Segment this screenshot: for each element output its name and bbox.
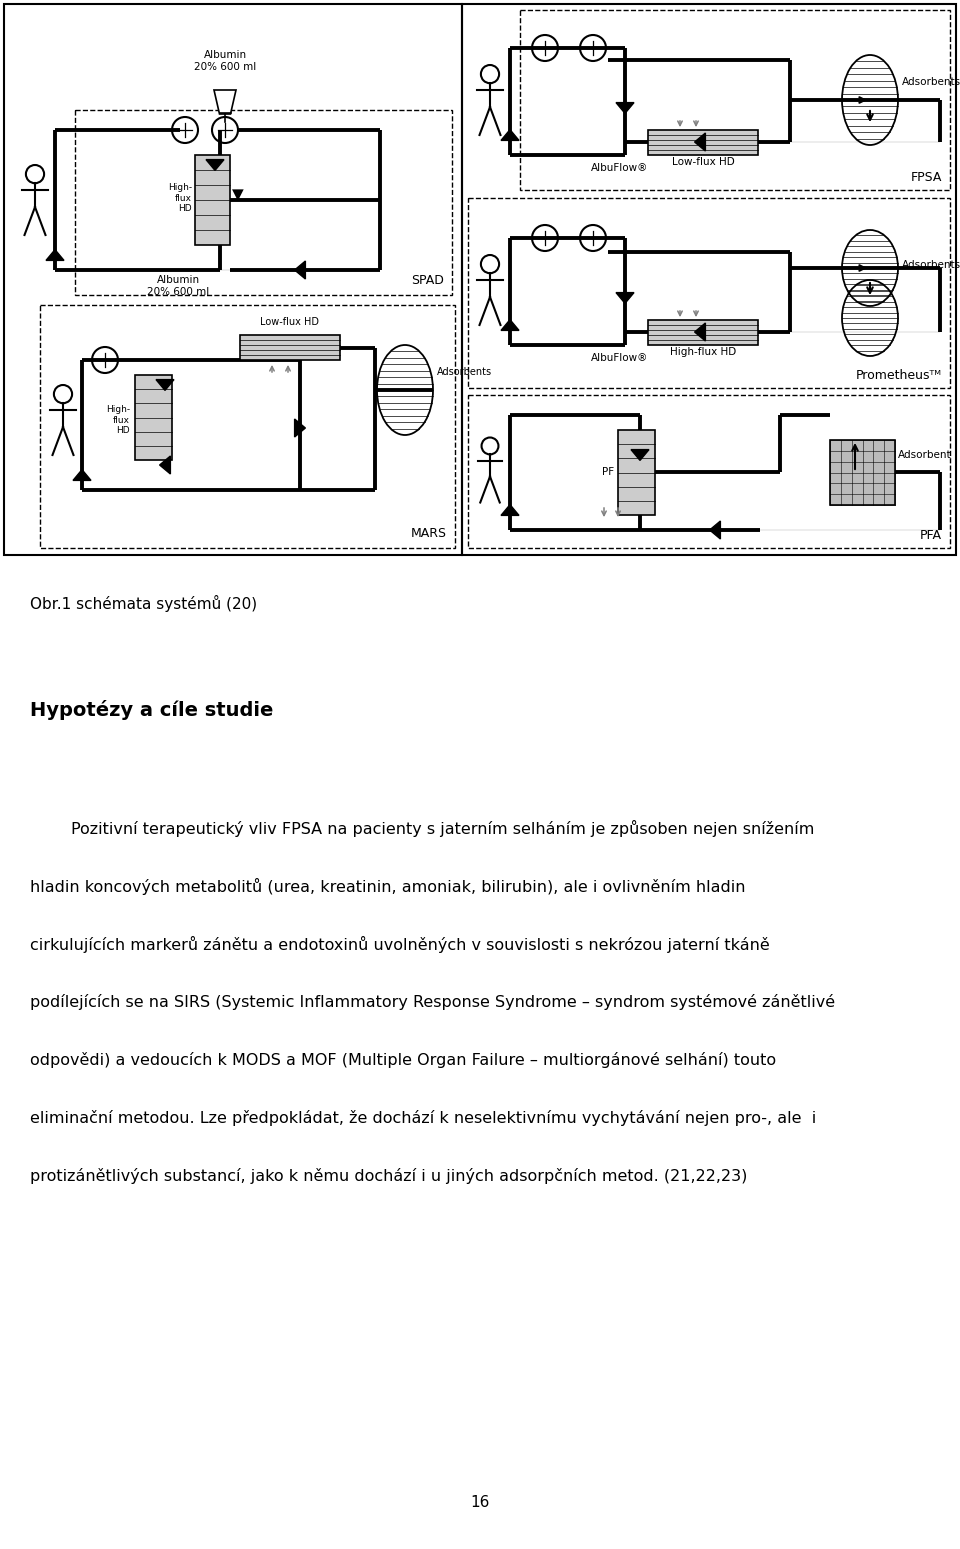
Polygon shape (709, 520, 720, 539)
Text: Prometheusᵀᴹ: Prometheusᵀᴹ (856, 369, 942, 383)
Text: 16: 16 (470, 1495, 490, 1510)
Polygon shape (631, 449, 649, 460)
Text: odpovědi) a vedoucích k MODS a MOF (Multiple Organ Failure – multiorgánové selhá: odpovědi) a vedoucích k MODS a MOF (Mult… (30, 1052, 776, 1067)
Polygon shape (73, 469, 91, 480)
Polygon shape (46, 249, 64, 260)
Bar (240, 335, 340, 359)
Polygon shape (501, 319, 519, 330)
Bar (648, 321, 758, 345)
Polygon shape (159, 455, 171, 474)
Text: ▼: ▼ (232, 187, 244, 203)
Polygon shape (206, 160, 224, 170)
Polygon shape (695, 324, 706, 341)
Polygon shape (156, 380, 174, 390)
Text: cirkulujících markerů zánětu a endotoxinů uvolněných v souvislosti s nekrózou ja: cirkulujících markerů zánětu a endotoxin… (30, 936, 770, 953)
Text: PFA: PFA (920, 530, 942, 542)
Bar (40, 305, 455, 548)
Polygon shape (295, 260, 305, 279)
Polygon shape (214, 90, 236, 115)
Polygon shape (295, 418, 305, 437)
Text: AlbuFlow®: AlbuFlow® (591, 353, 649, 362)
Text: Hypotézy a cíle studie: Hypotézy a cíle studie (30, 700, 274, 720)
Text: Obr.1 schémata systémů (20): Obr.1 schémata systémů (20) (30, 595, 257, 612)
Text: Albumin
20% 600 ml: Albumin 20% 600 ml (194, 51, 256, 71)
Text: High-flux HD: High-flux HD (670, 347, 736, 356)
Polygon shape (616, 293, 634, 304)
Text: Adsorbents: Adsorbents (902, 260, 960, 270)
Polygon shape (501, 505, 519, 516)
Bar (195, 155, 230, 245)
Bar (462, 5, 956, 555)
Bar (618, 431, 655, 514)
Text: High-
flux
HD: High- flux HD (168, 183, 192, 212)
Text: hladin koncových metabolitů (urea, kreatinin, amoniak, bilirubin), ale i ovlivně: hladin koncových metabolitů (urea, kreat… (30, 878, 746, 895)
Text: eliminační metodou. Lze předpokládat, že dochází k neselektivnímu vychytávání ne: eliminační metodou. Lze předpokládat, že… (30, 1111, 816, 1126)
Text: SPAD: SPAD (411, 274, 444, 287)
Polygon shape (501, 130, 519, 141)
Bar (830, 440, 895, 505)
Text: AlbuFlow®: AlbuFlow® (591, 163, 649, 173)
Text: FPSA: FPSA (911, 170, 942, 184)
Bar (135, 375, 172, 460)
Text: High-
flux
HD: High- flux HD (106, 406, 130, 435)
Text: protizánětlivých substancí, jako k němu dochází i u jiných adsorpčních metod. (2: protizánětlivých substancí, jako k němu … (30, 1168, 748, 1183)
Bar (468, 395, 950, 548)
Polygon shape (616, 102, 634, 113)
Text: MARS: MARS (411, 527, 447, 541)
Text: PF: PF (602, 466, 614, 477)
Bar (520, 9, 950, 191)
Polygon shape (695, 133, 706, 150)
Bar (468, 198, 950, 387)
Bar (75, 110, 452, 294)
Bar (648, 130, 758, 155)
Text: Low-flux HD: Low-flux HD (260, 318, 320, 327)
Text: Adsorbents: Adsorbents (902, 77, 960, 87)
Text: Pozitivní terapeutický vliv FPSA na pacienty s jaterním selháním je způsoben nej: Pozitivní terapeutický vliv FPSA na paci… (30, 819, 814, 836)
Text: Low-flux HD: Low-flux HD (672, 156, 734, 167)
Text: Albumin
20% 600 ml: Albumin 20% 600 ml (147, 276, 209, 297)
Text: podílejících se na SIRS (Systemic Inflammatory Response Syndrome – syndrom systé: podílejících se na SIRS (Systemic Inflam… (30, 994, 835, 1010)
Text: Adsorbents: Adsorbents (437, 367, 492, 376)
Bar (4, 5, 462, 555)
Text: Adsorbent: Adsorbent (898, 451, 951, 460)
